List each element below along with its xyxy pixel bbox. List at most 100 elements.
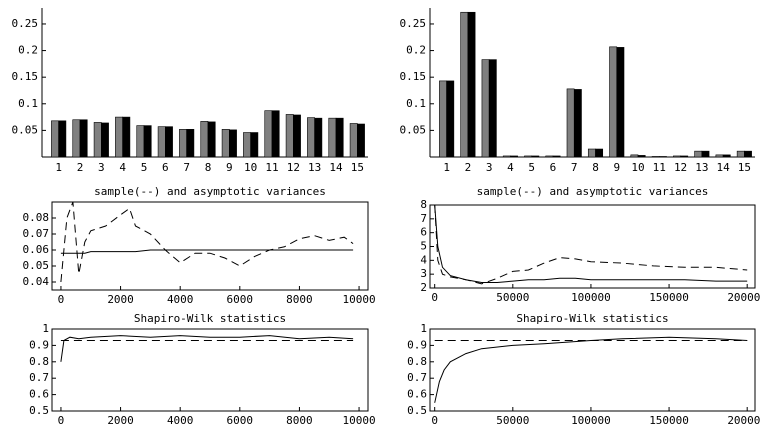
bar	[136, 125, 145, 158]
plot-frame	[51, 201, 369, 291]
x-tick-label: 7	[183, 161, 190, 174]
x-tick-label: 10	[244, 161, 257, 174]
bar	[609, 46, 618, 158]
x-tick-label: 10000	[342, 293, 375, 306]
y-tick-label: 1	[42, 322, 49, 335]
x-tick-label: 11	[265, 161, 278, 174]
y-tick-label: 0.9	[407, 338, 427, 351]
y-tick-label: 0.07	[23, 227, 50, 240]
bar	[439, 80, 447, 158]
x-tick-label: 9	[613, 161, 620, 174]
y-tick-label: 0.06	[23, 243, 50, 256]
x-tick-label: 1	[55, 161, 62, 174]
bar	[510, 155, 518, 158]
plot-frame	[429, 328, 756, 412]
bar	[143, 125, 152, 158]
x-tick-label: 4	[119, 161, 126, 174]
x-tick-label: 150000	[649, 414, 689, 427]
bar	[264, 110, 273, 158]
x-tick-label: 0	[431, 291, 438, 304]
plot-frame	[51, 328, 369, 412]
x-tick-label: 8000	[286, 293, 313, 306]
bar	[722, 154, 731, 158]
x-tick-label: 13	[308, 161, 321, 174]
chart-title: Shapiro-Wilk statistics	[516, 312, 668, 325]
bar	[165, 126, 173, 158]
series-line	[434, 336, 748, 403]
x-tick-label: 2000	[107, 414, 134, 427]
x-tick-label: 13	[695, 161, 708, 174]
y-tick-label: 7	[420, 212, 427, 225]
y-tick-label: 0.15	[400, 70, 427, 83]
bar	[701, 150, 710, 158]
x-tick-label: 15	[738, 161, 751, 174]
x-tick-label: 0	[431, 414, 438, 427]
x-tick-label: 2	[465, 161, 472, 174]
bar	[349, 123, 358, 158]
x-tick-label: 6000	[227, 293, 254, 306]
y-tick-label: 0.8	[407, 355, 427, 368]
y-tick-label: 0.5	[407, 404, 427, 417]
y-tick-label: 0.7	[29, 371, 49, 384]
y-tick-label: 5	[420, 240, 427, 253]
y-tick-label: 0.2	[18, 44, 38, 57]
bar	[630, 154, 639, 158]
y-tick-label: 0.8	[29, 355, 49, 368]
bar	[79, 119, 88, 158]
x-tick-label: 9	[226, 161, 233, 174]
x-tick-label: 4000	[167, 293, 194, 306]
bar	[72, 119, 81, 158]
y-tick-label: 0.25	[400, 17, 427, 30]
y-tick-label: 0.04	[23, 275, 50, 288]
x-tick-label: 8000	[286, 414, 313, 427]
x-tick-label: 8	[592, 161, 599, 174]
bar	[637, 155, 646, 158]
bar	[122, 116, 131, 158]
x-tick-label: 3	[98, 161, 105, 174]
bar	[328, 117, 337, 158]
y-tick-label: 0.05	[400, 123, 427, 136]
bar	[566, 88, 575, 158]
series-line	[434, 204, 748, 285]
y-tick-label: 8	[420, 198, 427, 211]
y-tick-label: 0.1	[406, 97, 426, 110]
x-tick-label: 100000	[571, 291, 611, 304]
bar	[314, 117, 323, 158]
bar	[115, 116, 123, 158]
chart-title: sample(--) and asymptotic variances	[477, 185, 709, 198]
y-tick-label: 0.25	[12, 17, 39, 30]
y-tick-label: 4	[420, 253, 427, 266]
bar	[744, 150, 752, 158]
bar	[357, 123, 365, 158]
bar	[207, 121, 216, 158]
bar	[229, 129, 237, 158]
series-line	[434, 204, 748, 283]
bar	[736, 150, 745, 158]
bar	[573, 89, 582, 158]
y-tick-label: 0.7	[407, 371, 427, 384]
x-tick-label: 8	[205, 161, 212, 174]
bar	[587, 148, 596, 158]
x-tick-label: 50000	[496, 291, 529, 304]
x-tick-label: 200000	[727, 291, 761, 304]
bar	[694, 150, 703, 158]
x-tick-label: 50000	[496, 414, 529, 427]
x-tick-label: 15	[351, 161, 364, 174]
y-tick-label: 0.15	[12, 70, 39, 83]
x-tick-label: 4	[507, 161, 514, 174]
x-tick-label: 10	[631, 161, 644, 174]
bar	[179, 129, 187, 158]
x-tick-label: 1	[443, 161, 450, 174]
bar	[545, 155, 554, 158]
y-tick-label: 0.05	[23, 259, 50, 272]
bar	[481, 59, 490, 158]
bar	[221, 129, 230, 158]
y-tick-label: 0.1	[18, 97, 38, 110]
bar	[200, 121, 209, 158]
x-tick-label: 3	[486, 161, 493, 174]
bar	[271, 110, 280, 158]
y-tick-label: 0.2	[406, 44, 426, 57]
y-tick-label: 0.08	[23, 211, 50, 224]
x-tick-label: 14	[716, 161, 730, 174]
